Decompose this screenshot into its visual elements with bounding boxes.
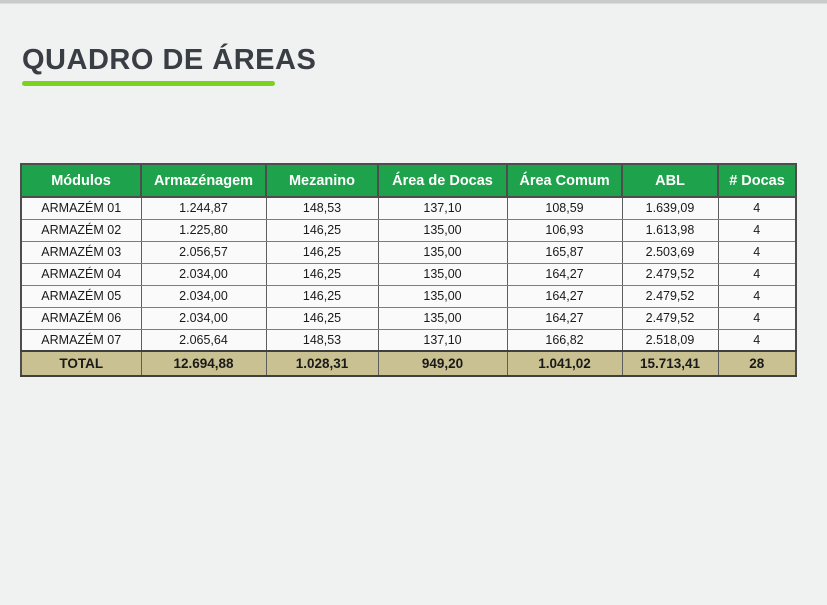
- module-name-cell: ARMAZÉM 03: [20, 240, 142, 264]
- table-row: ARMAZÉM 04 2.034,00 146,25 135,00 164,27 2.47…: [20, 262, 797, 286]
- module-name-cell: ARMAZÉM 06: [20, 306, 142, 330]
- value-cell: 135,00: [377, 284, 508, 308]
- value-cell: 2.034,00: [140, 262, 267, 286]
- value-cell: 135,00: [377, 306, 508, 330]
- value-cell: 1.639,09: [621, 196, 719, 220]
- window-top-edge: [0, 0, 827, 4]
- total-value-cell: 1.041,02: [506, 350, 623, 377]
- total-value-cell: 28: [717, 350, 797, 377]
- column-header-armazenagem: Armazénagem: [140, 163, 267, 198]
- value-cell: 2.034,00: [140, 306, 267, 330]
- areas-table: Módulos Armazénagem Mezanino Área de Doc…: [20, 163, 797, 377]
- table-footer: TOTAL 12.694,88 1.028,31 949,20 1.041,02…: [20, 350, 797, 377]
- value-cell: 135,00: [377, 218, 508, 242]
- value-cell: 146,25: [265, 284, 379, 308]
- table-body: ARMAZÉM 01 1.244,87 148,53 137,10 108,59 1.63…: [20, 196, 797, 352]
- value-cell: 164,27: [506, 284, 623, 308]
- table-row: ARMAZÉM 07 2.065,64 148,53 137,10 166,82 2.51…: [20, 328, 797, 352]
- total-value-cell: 12.694,88: [140, 350, 267, 377]
- value-cell: 1.244,87: [140, 196, 267, 220]
- value-cell: 2.479,52: [621, 284, 719, 308]
- column-header-modulos: Módulos: [20, 163, 142, 198]
- total-label-cell: TOTAL: [20, 350, 142, 377]
- value-cell: 2.518,09: [621, 328, 719, 352]
- module-name-cell: ARMAZÉM 07: [20, 328, 142, 352]
- column-header-abl: ABL: [621, 163, 719, 198]
- column-header-area-de-docas: Área de Docas: [377, 163, 508, 198]
- total-value-cell: 15.713,41: [621, 350, 719, 377]
- total-row: TOTAL 12.694,88 1.028,31 949,20 1.041,02…: [20, 350, 797, 377]
- total-value-cell: 1.028,31: [265, 350, 379, 377]
- module-name-cell: ARMAZÉM 05: [20, 284, 142, 308]
- value-cell: 146,25: [265, 240, 379, 264]
- value-cell: 135,00: [377, 240, 508, 264]
- value-cell: 148,53: [265, 328, 379, 352]
- column-header-area-comum: Área Comum: [506, 163, 623, 198]
- value-cell: 1.225,80: [140, 218, 267, 242]
- module-name-cell: ARMAZÉM 02: [20, 218, 142, 242]
- table-row: ARMAZÉM 06 2.034,00 146,25 135,00 164,27 2.47…: [20, 306, 797, 330]
- value-cell: 4: [717, 262, 797, 286]
- value-cell: 165,87: [506, 240, 623, 264]
- column-header-mezanino: Mezanino: [265, 163, 379, 198]
- table-row: ARMAZÉM 02 1.225,80 146,25 135,00 106,93 1.61…: [20, 218, 797, 242]
- value-cell: 2.065,64: [140, 328, 267, 352]
- value-cell: 146,25: [265, 306, 379, 330]
- table-row: ARMAZÉM 05 2.034,00 146,25 135,00 164,27 2.47…: [20, 284, 797, 308]
- value-cell: 166,82: [506, 328, 623, 352]
- value-cell: 4: [717, 218, 797, 242]
- title-underline: [22, 81, 275, 86]
- value-cell: 4: [717, 328, 797, 352]
- value-cell: 2.503,69: [621, 240, 719, 264]
- value-cell: 2.479,52: [621, 262, 719, 286]
- value-cell: 164,27: [506, 306, 623, 330]
- table-row: ARMAZÉM 03 2.056,57 146,25 135,00 165,87 2.50…: [20, 240, 797, 264]
- page-title: QUADRO DE ÁREAS: [22, 44, 317, 76]
- column-header-num-docas: # Docas: [717, 163, 797, 198]
- value-cell: 4: [717, 196, 797, 220]
- value-cell: 2.056,57: [140, 240, 267, 264]
- value-cell: 4: [717, 284, 797, 308]
- value-cell: 137,10: [377, 196, 508, 220]
- value-cell: 135,00: [377, 262, 508, 286]
- value-cell: 146,25: [265, 262, 379, 286]
- table-row: ARMAZÉM 01 1.244,87 148,53 137,10 108,59 1.63…: [20, 196, 797, 220]
- value-cell: 106,93: [506, 218, 623, 242]
- module-name-cell: ARMAZÉM 04: [20, 262, 142, 286]
- total-value-cell: 949,20: [377, 350, 508, 377]
- value-cell: 2.479,52: [621, 306, 719, 330]
- table-header: Módulos Armazénagem Mezanino Área de Doc…: [20, 163, 797, 198]
- value-cell: 148,53: [265, 196, 379, 220]
- value-cell: 146,25: [265, 218, 379, 242]
- value-cell: 137,10: [377, 328, 508, 352]
- value-cell: 4: [717, 306, 797, 330]
- value-cell: 4: [717, 240, 797, 264]
- header-row: Módulos Armazénagem Mezanino Área de Doc…: [20, 163, 797, 198]
- module-name-cell: ARMAZÉM 01: [20, 196, 142, 220]
- value-cell: 108,59: [506, 196, 623, 220]
- value-cell: 2.034,00: [140, 284, 267, 308]
- value-cell: 164,27: [506, 262, 623, 286]
- value-cell: 1.613,98: [621, 218, 719, 242]
